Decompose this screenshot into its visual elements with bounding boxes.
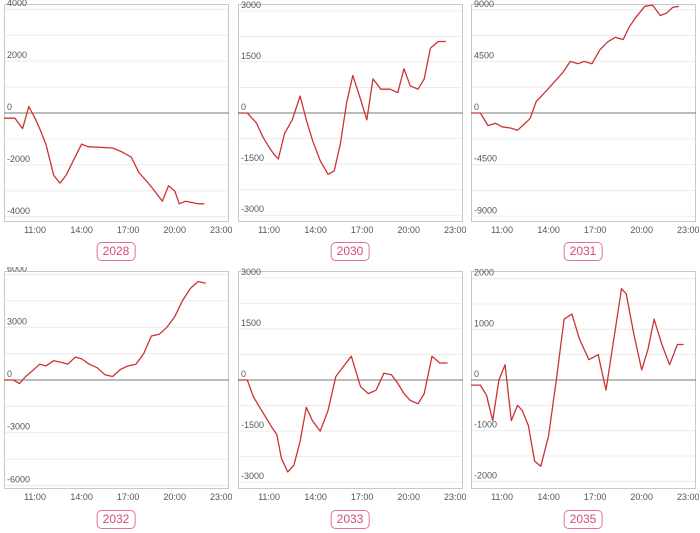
y-tick-label: -4500 (474, 154, 497, 164)
y-tick-label: -2000 (474, 470, 497, 480)
x-tick-label: 17:00 (584, 225, 607, 235)
x-tick-label: 23:00 (444, 225, 466, 235)
y-tick-label: 0 (474, 369, 479, 379)
y-tick-label: 1500 (241, 318, 261, 328)
year-badge[interactable]: 2032 (96, 510, 136, 529)
y-tick-label: -1000 (474, 420, 497, 430)
x-tick-label: 11:00 (24, 492, 46, 502)
chart-2031: 9000 4500 0 -4500 -9000 11:00 14:00 17:00 20:00 2… (471, 0, 699, 235)
series-line (471, 288, 684, 467)
chart-panel-2030: 3000 1500 0 -1500 -3000 11:00 14:00 17:00 20:00 2… (234, 0, 466, 266)
y-tick-label: 0 (241, 369, 246, 379)
x-tick-label: 23:00 (444, 492, 466, 502)
x-tick-label: 17:00 (117, 492, 140, 502)
x-tick-label: 11:00 (258, 492, 280, 502)
year-badge[interactable]: 2028 (96, 242, 136, 261)
y-tick-label: 6000 (7, 267, 27, 274)
y-tick-label: 3000 (7, 316, 27, 326)
x-tick-label: 11:00 (491, 225, 513, 235)
x-tick-label: 20:00 (163, 492, 186, 502)
x-tick-label: 20:00 (630, 225, 653, 235)
y-tick-label: -3000 (7, 422, 30, 432)
x-tick-label: 23:00 (677, 225, 699, 235)
x-tick-label: 17:00 (584, 492, 607, 502)
series-line (238, 355, 448, 473)
y-tick-label: 1500 (241, 51, 261, 61)
chart-panel-2028: 4000 2000 0 -2000 -4000 11:00 14:00 17:00 20:00 2… (0, 0, 232, 266)
chart-2030: 3000 1500 0 -1500 -3000 11:00 14:00 17:00 20:00 2… (238, 0, 466, 235)
x-tick-label: 23:00 (210, 225, 232, 235)
y-tick-label: 0 (7, 102, 12, 112)
x-tick-label: 14:00 (537, 225, 560, 235)
y-tick-label: 0 (474, 102, 479, 112)
y-tick-label: -1500 (241, 153, 264, 163)
y-tick-label: 9000 (474, 0, 494, 9)
x-tick-label: 23:00 (677, 492, 699, 502)
chart-panel-2031: 9000 4500 0 -4500 -9000 11:00 14:00 17:00 20:00 2… (467, 0, 699, 266)
y-tick-label: -2000 (7, 154, 30, 164)
chart-2033: 3000 1500 0 -1500 -3000 11:00 14:00 17:00 20:00 2… (238, 267, 466, 502)
y-tick-label: -1500 (241, 420, 264, 430)
chart-panel-2032: 6000 3000 0 -3000 -6000 11:00 14:00 17:00 20:00 2… (0, 267, 232, 533)
chart-2032: 6000 3000 0 -3000 -6000 11:00 14:00 17:00 20:00 2… (4, 267, 232, 502)
x-tick-label: 20:00 (397, 492, 420, 502)
chart-panel-2033: 3000 1500 0 -1500 -3000 11:00 14:00 17:00 20:00 2… (234, 267, 466, 533)
x-tick-label: 17:00 (351, 492, 374, 502)
x-tick-label: 20:00 (163, 225, 186, 235)
y-tick-label: 3000 (241, 0, 261, 10)
x-tick-label: 14:00 (304, 225, 327, 235)
y-tick-label: 3000 (241, 267, 261, 277)
y-tick-label: -3000 (241, 471, 264, 481)
series-line (471, 4, 680, 131)
chart-2028: 4000 2000 0 -2000 -4000 11:00 14:00 17:00 20:00 2… (4, 0, 232, 235)
x-tick-label: 11:00 (258, 225, 280, 235)
chart-2035: 2000 1000 0 -1000 -2000 11:00 14:00 17:00 20:00 2… (471, 268, 699, 502)
y-tick-label: 0 (241, 102, 246, 112)
year-badge[interactable]: 2030 (330, 242, 370, 261)
x-tick-label: 20:00 (630, 492, 653, 502)
x-tick-label: 14:00 (304, 492, 327, 502)
y-tick-label: -6000 (7, 474, 30, 484)
y-tick-label: -9000 (474, 205, 497, 215)
y-tick-label: 0 (7, 369, 12, 379)
x-tick-label: 14:00 (70, 225, 93, 235)
y-tick-label: -4000 (7, 206, 30, 216)
x-tick-label: 17:00 (117, 225, 140, 235)
year-badge[interactable]: 2035 (563, 510, 603, 529)
x-tick-label: 11:00 (491, 492, 513, 502)
x-tick-label: 17:00 (351, 225, 374, 235)
chart-panel-2035: 2000 1000 0 -1000 -2000 11:00 14:00 17:00 20:00 2… (467, 267, 699, 533)
x-tick-label: 14:00 (537, 492, 560, 502)
series-line (4, 280, 206, 385)
x-tick-label: 11:00 (24, 225, 46, 235)
y-tick-label: 2000 (474, 268, 494, 278)
y-tick-label: 1000 (474, 318, 494, 328)
y-tick-label: -3000 (241, 204, 264, 214)
y-tick-label: 4000 (7, 0, 27, 8)
series-line (238, 40, 446, 175)
year-badge[interactable]: 2033 (330, 510, 370, 529)
y-tick-label: 2000 (7, 50, 27, 60)
x-tick-label: 23:00 (210, 492, 232, 502)
x-tick-label: 14:00 (70, 492, 93, 502)
y-tick-label: 4500 (474, 50, 494, 60)
series-line (4, 105, 205, 205)
x-tick-label: 20:00 (397, 225, 420, 235)
year-badge[interactable]: 2031 (563, 242, 603, 261)
